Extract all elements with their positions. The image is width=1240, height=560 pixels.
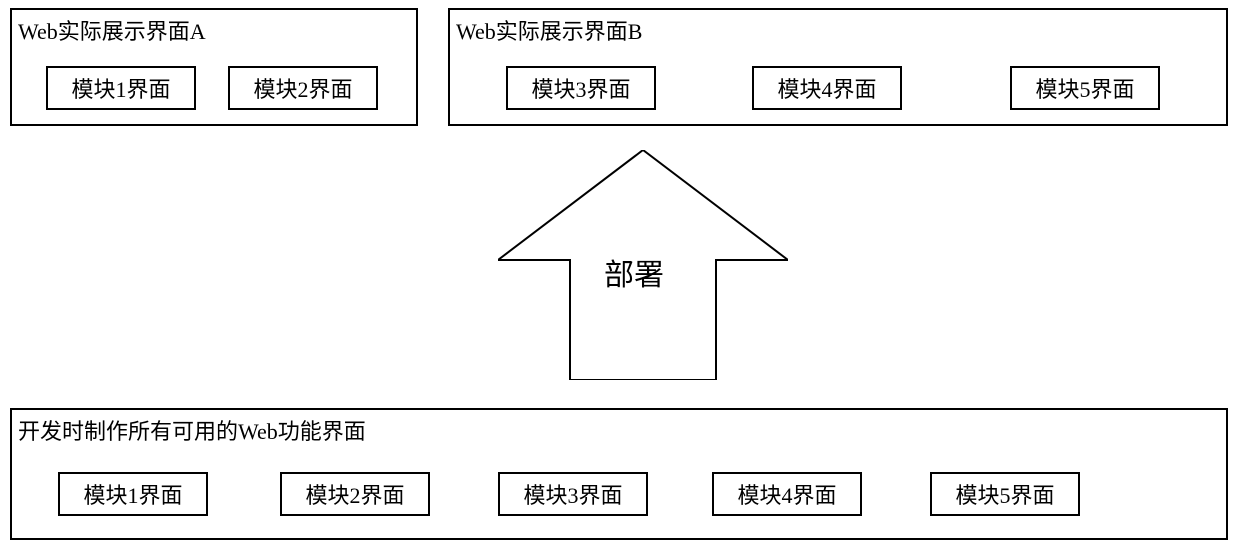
module-box: 模块2界面 xyxy=(228,66,378,110)
panel-dev-all: 开发时制作所有可用的Web功能界面 模块1界面 模块2界面 模块3界面 模块4界面 模块… xyxy=(10,408,1228,540)
module-box: 模块3界面 xyxy=(498,472,648,516)
panel-b-title: Web实际展示界面B xyxy=(456,14,642,46)
panel-a-title: Web实际展示界面A xyxy=(18,14,206,46)
module-box: 模块4界面 xyxy=(712,472,862,516)
panel-dev-title: 开发时制作所有可用的Web功能界面 xyxy=(18,414,366,446)
module-box: 模块2界面 xyxy=(280,472,430,516)
module-box: 模块1界面 xyxy=(58,472,208,516)
panel-web-a: Web实际展示界面A 模块1界面模块2界面 xyxy=(10,8,418,126)
module-box: 模块1界面 xyxy=(46,66,196,110)
deploy-label: 部署 xyxy=(604,250,664,294)
panel-web-b: Web实际展示界面B 模块3界面 模块4界面 模块5界面 xyxy=(448,8,1228,126)
module-box: 模块5界面 xyxy=(1010,66,1160,110)
module-box: 模块5界面 xyxy=(930,472,1080,516)
module-box: 模块4界面 xyxy=(752,66,902,110)
module-box: 模块3界面 xyxy=(506,66,656,110)
